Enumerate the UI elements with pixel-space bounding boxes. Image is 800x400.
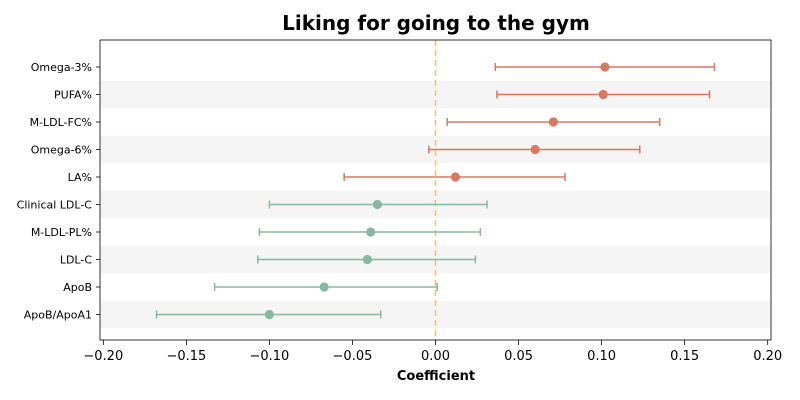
estimate-point: [362, 254, 373, 265]
y-tick-label: M-LDL-PL%: [31, 226, 92, 239]
point-estimates: [264, 62, 610, 320]
y-tick-label: ApoB/ApoA1: [24, 309, 92, 322]
x-tick-label: 0.15: [670, 349, 699, 364]
estimate-point: [366, 227, 376, 237]
y-tick-label: ApoB: [63, 281, 92, 294]
x-axis: −0.20 −0.15 −0.10 −0.05 0.00 0.05 0.10 0.15 0.20: [83, 340, 782, 364]
y-tick-label: M-LDL-FC%: [30, 116, 92, 129]
y-axis: Omega-3% PUFA% M-LDL-FC% Omega-6% LA% Clinica…: [17, 61, 100, 322]
x-tick-label: −0.20: [83, 349, 123, 364]
estimate-point: [319, 282, 329, 292]
x-axis-label: Coefficient: [397, 369, 475, 384]
x-tick-label: 0.10: [587, 349, 616, 364]
estimate-point: [548, 117, 559, 127]
y-tick-label: Clinical LDL-C: [17, 199, 93, 212]
x-tick-label: −0.15: [166, 349, 206, 364]
estimate-point: [264, 309, 275, 320]
x-tick-label: 0.05: [504, 349, 533, 364]
y-tick-label: LDL-C: [60, 254, 93, 267]
estimate-point: [450, 172, 461, 182]
estimate-point: [598, 89, 608, 100]
chart-title: Liking for going to the gym: [282, 11, 590, 35]
y-tick-label: Omega-3%: [31, 61, 92, 74]
x-tick-label: 0.20: [753, 349, 782, 364]
x-tick-label: 0.00: [421, 349, 450, 364]
x-tick-label: −0.05: [333, 349, 373, 364]
estimate-point: [600, 62, 610, 72]
y-tick-label: LA%: [68, 171, 92, 184]
x-tick-label: −0.10: [249, 349, 289, 364]
y-tick-label: PUFA%: [54, 89, 92, 102]
estimate-point: [530, 144, 540, 155]
y-tick-label: Omega-6%: [31, 144, 92, 157]
estimate-point: [372, 199, 382, 210]
